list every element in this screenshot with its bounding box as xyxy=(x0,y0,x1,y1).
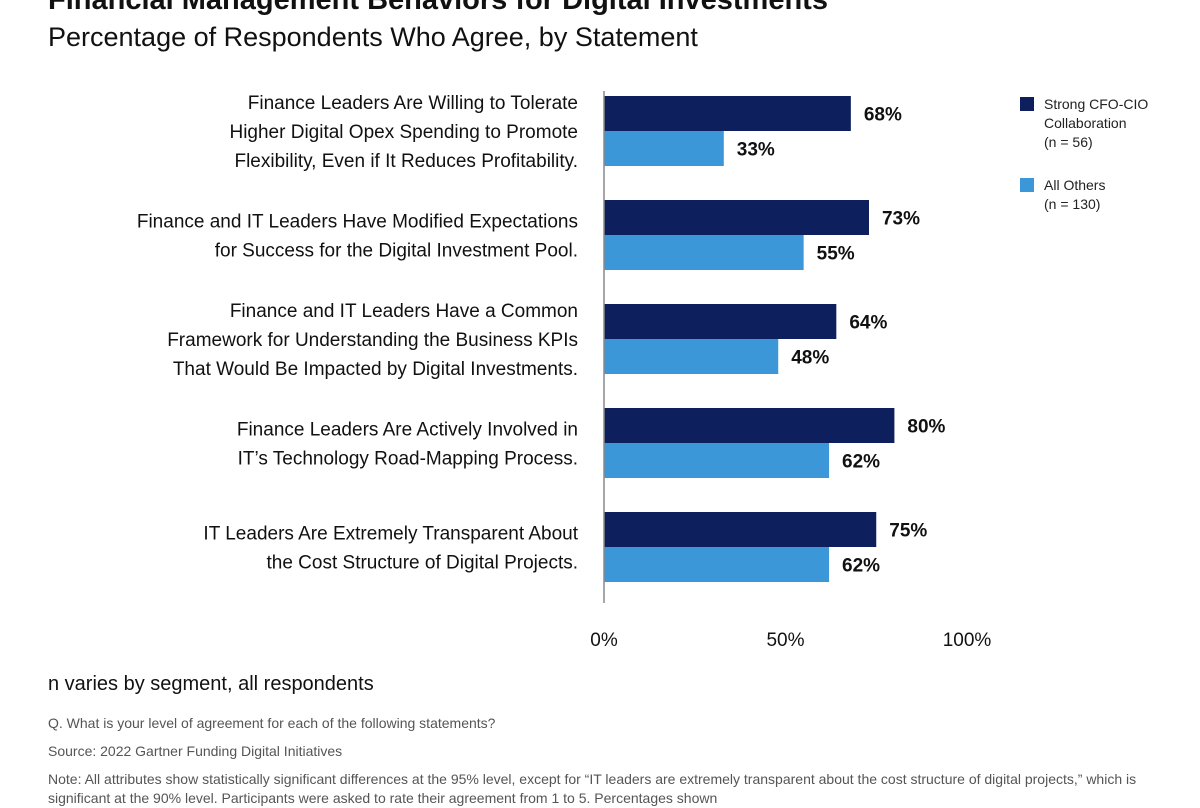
category-label-3-line-3: That Would Be Impacted by Digital Invest… xyxy=(173,359,578,380)
data-label-strong-1: 68% xyxy=(864,105,902,126)
data-label-strong-4: 80% xyxy=(907,417,945,438)
legend-label-strong: Strong CFO-CIO Collaboration xyxy=(1044,96,1149,131)
category-label-4-line-1: Finance Leaders Are Actively Involved in xyxy=(237,420,578,441)
data-label-strong-2: 73% xyxy=(882,209,920,230)
data-label-strong-5: 75% xyxy=(889,521,927,542)
legend-swatch-strong xyxy=(1020,97,1034,111)
x-tick-label-0pct: 0% xyxy=(590,630,618,651)
category-label-4-line-2: IT’s Technology Road-Mapping Process. xyxy=(238,449,578,470)
legend-label-others: All Others xyxy=(1044,177,1106,193)
legend: Strong CFO-CIO Collaboration (n = 56) Al… xyxy=(1020,95,1190,238)
bar-others-1 xyxy=(604,131,724,166)
chart-subtitle: Percentage of Respondents Who Agree, by … xyxy=(48,22,698,52)
data-label-others-4: 62% xyxy=(842,452,880,473)
bar-strong-5 xyxy=(604,512,877,547)
legend-swatch-others xyxy=(1020,178,1034,192)
legend-item-strong: Strong CFO-CIO Collaboration (n = 56) xyxy=(1020,95,1190,152)
methodology-note: Note: All attributes show statistically … xyxy=(48,771,1137,806)
data-label-others-2: 55% xyxy=(817,244,855,265)
data-label-others-1: 33% xyxy=(737,140,775,161)
legend-item-others: All Others (n = 130) xyxy=(1020,176,1190,214)
x-tick-label-100pct: 100% xyxy=(943,630,992,651)
bar-strong-1 xyxy=(604,96,851,131)
x-tick-label-50pct: 50% xyxy=(766,630,804,651)
source-note: Source: 2022 Gartner Funding Digital Ini… xyxy=(48,743,343,759)
category-label-3-line-1: Finance and IT Leaders Have a Common xyxy=(230,301,578,322)
category-label-1-line-3: Flexibility, Even if It Reduces Profitab… xyxy=(234,151,578,172)
bar-chart: 68% 33% Finance Leaders Are Willing to Tol… xyxy=(137,91,992,651)
category-label-2-line-1: Finance and IT Leaders Have Modified Exp… xyxy=(137,212,578,233)
category-label-1-line-2: Higher Digital Opex Spending to Promote xyxy=(229,122,578,143)
category-label-1-line-1: Finance Leaders Are Willing to Tolerate xyxy=(248,93,578,114)
data-label-strong-3: 64% xyxy=(849,313,887,334)
legend-n-strong: (n = 56) xyxy=(1044,134,1093,150)
bar-others-4 xyxy=(604,443,830,478)
data-label-others-5: 62% xyxy=(842,556,880,577)
bar-others-3 xyxy=(604,339,779,374)
bar-others-5 xyxy=(604,547,830,582)
category-label-3-line-2: Framework for Understanding the Business… xyxy=(167,330,578,351)
bar-others-2 xyxy=(604,235,804,270)
category-label-2-line-2: for Success for the Digital Investment P… xyxy=(215,241,578,262)
bar-strong-4 xyxy=(604,408,895,443)
chart-title: Financial Management Behaviors for Digit… xyxy=(48,0,828,16)
category-label-5-line-2: the Cost Structure of Digital Projects. xyxy=(266,553,578,574)
data-label-others-3: 48% xyxy=(791,348,829,369)
category-label-5-line-1: IT Leaders Are Extremely Transparent Abo… xyxy=(203,524,578,545)
bar-strong-2 xyxy=(604,200,869,235)
bar-strong-3 xyxy=(604,304,837,339)
survey-question: Q. What is your level of agreement for e… xyxy=(48,715,496,731)
legend-n-others: (n = 130) xyxy=(1044,196,1101,212)
n-varies-note: n varies by segment, all respondents xyxy=(48,673,374,695)
